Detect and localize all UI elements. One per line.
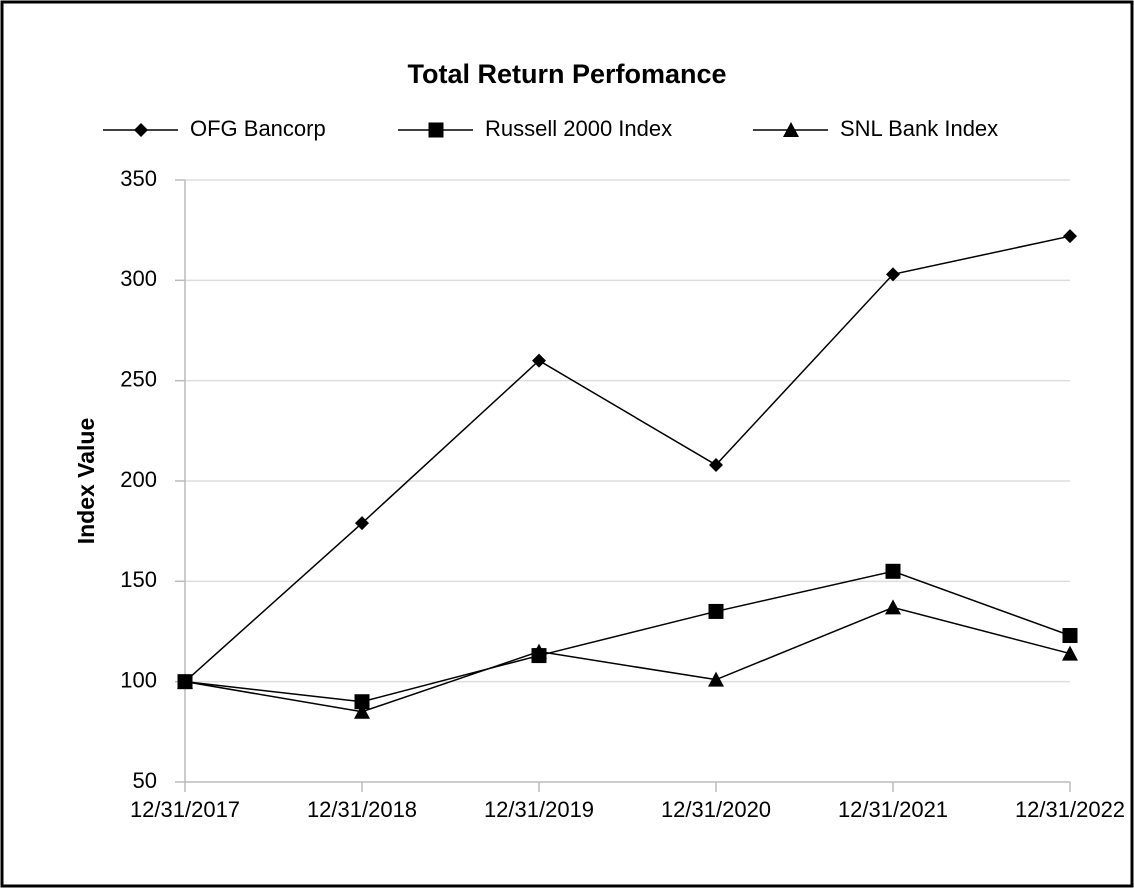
data-point bbox=[1062, 628, 1078, 644]
legend-label: SNL Bank Index bbox=[840, 116, 998, 141]
chart-title: Total Return Perfomance bbox=[407, 59, 726, 89]
data-point bbox=[708, 603, 724, 619]
x-tick-label: 12/31/2020 bbox=[661, 797, 771, 822]
legend-label: Russell 2000 Index bbox=[485, 116, 672, 141]
y-tick-label: 150 bbox=[120, 567, 157, 592]
data-point bbox=[531, 643, 547, 659]
x-tick-label: 12/31/2019 bbox=[484, 797, 594, 822]
data-point bbox=[709, 457, 723, 472]
data-point bbox=[1063, 229, 1077, 244]
y-tick-label: 100 bbox=[120, 667, 157, 692]
series-line bbox=[184, 606, 1071, 713]
x-tick-label: 12/31/2018 bbox=[307, 797, 417, 822]
y-tick-label: 200 bbox=[120, 467, 157, 492]
series-line bbox=[184, 235, 1071, 683]
x-tick-label: 12/31/2022 bbox=[1015, 797, 1125, 822]
data-point bbox=[1062, 645, 1078, 661]
data-point bbox=[885, 599, 901, 615]
x-tick-label: 12/31/2021 bbox=[838, 797, 948, 822]
data-point bbox=[354, 694, 370, 710]
y-axis-label: Index Value bbox=[73, 418, 99, 545]
data-point bbox=[532, 353, 546, 368]
x-tick-label: 12/31/2017 bbox=[130, 797, 240, 822]
data-point bbox=[885, 563, 901, 579]
legend-marker bbox=[134, 123, 148, 137]
y-tick-label: 300 bbox=[120, 266, 157, 291]
data-point bbox=[886, 267, 900, 282]
series-line bbox=[184, 570, 1071, 703]
y-tick-label: 350 bbox=[120, 166, 157, 191]
y-tick-label: 250 bbox=[120, 366, 157, 391]
legend-marker bbox=[783, 122, 799, 137]
y-tick-label: 50 bbox=[133, 768, 157, 793]
data-point bbox=[177, 673, 193, 689]
legend-marker bbox=[428, 122, 444, 138]
data-point bbox=[708, 671, 724, 687]
legend-label: OFG Bancorp bbox=[190, 116, 326, 141]
data-point bbox=[354, 703, 370, 719]
data-point bbox=[355, 516, 369, 531]
